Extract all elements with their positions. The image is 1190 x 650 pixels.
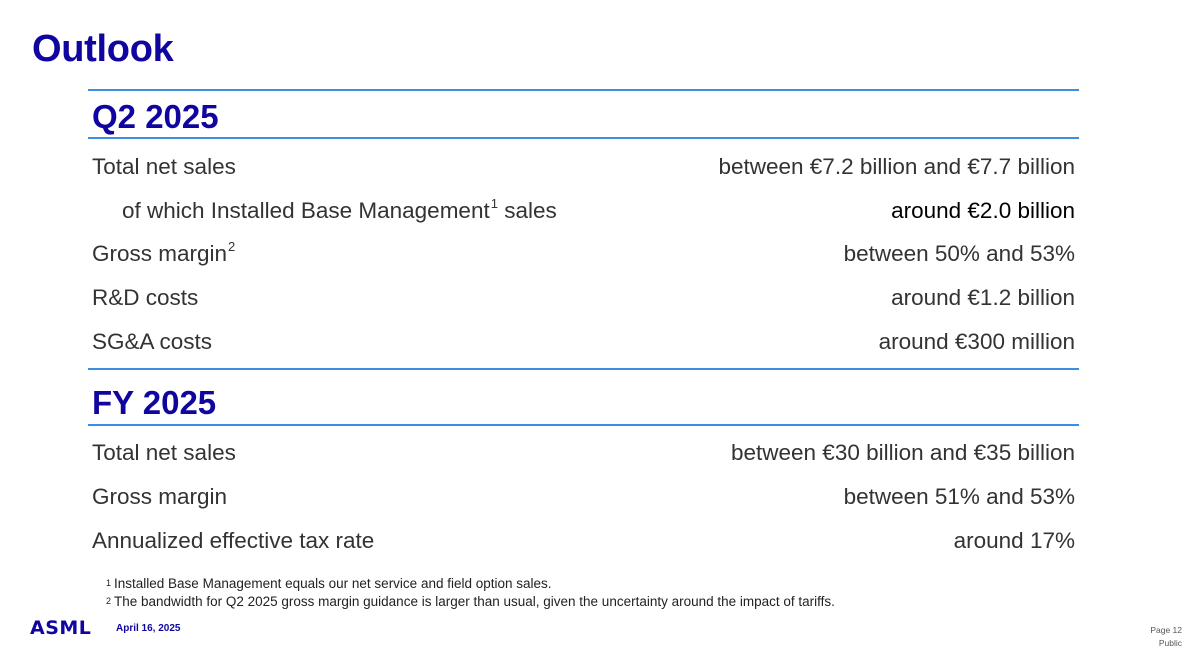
row-label: Total net sales [92,440,236,465]
section-heading-q2: Q2 2025 [92,98,219,135]
table-row: Total net sales between €7.2 billion and… [92,154,1075,184]
footnotes: 1 Installed Base Management equals our ne… [106,575,835,611]
row-value: around €2.0 billion [891,198,1075,223]
divider [88,368,1079,370]
row-value: around €1.2 billion [891,285,1075,310]
footnote: 1 Installed Base Management equals our ne… [106,576,552,591]
row-value: between 50% and 53% [843,241,1075,266]
row-value: between €30 billion and €35 billion [730,440,1075,465]
page-number: Page 12 Public [1150,625,1182,648]
classification-label: Public [1158,638,1182,648]
row-label: R&D costs [92,285,199,310]
row-label: Gross margin2 [92,239,236,266]
section-heading-fy: FY 2025 [92,384,217,421]
row-label: Annualized effective tax rate [92,528,375,553]
row-label: Gross margin [92,484,228,509]
row-label: of which Installed Base Management1 sale… [122,196,557,223]
page-title: Outlook [32,28,174,70]
asml-logo: ASML [30,617,92,639]
row-value: around 17% [953,528,1075,553]
table-row: Gross margin between 51% and 53% [92,484,1075,514]
table-row: Gross margin2 between 50% and 53% [92,239,1075,271]
divider [88,424,1079,426]
table-row: of which Installed Base Management1 sale… [92,196,1075,228]
table-row: Annualized effective tax rate around 17% [92,528,1075,558]
table-row: R&D costs around €1.2 billion [92,285,1075,315]
divider [88,89,1079,91]
row-value: between 51% and 53% [843,484,1075,509]
row-value: around €300 million [878,329,1075,354]
table-row: SG&A costs around €300 million [92,329,1075,359]
divider [88,137,1079,139]
footnote: 2 The bandwidth for Q2 2025 gross margin … [106,594,835,609]
footnote-marker: 1 [490,196,498,211]
row-value: between €7.2 billion and €7.7 billion [718,154,1075,179]
footer-date: April 16, 2025 [116,623,181,634]
row-label: SG&A costs [92,329,213,354]
footnote-marker: 2 [228,239,236,254]
table-row: Total net sales between €30 billion and … [92,440,1075,470]
row-label: Total net sales [92,154,236,179]
